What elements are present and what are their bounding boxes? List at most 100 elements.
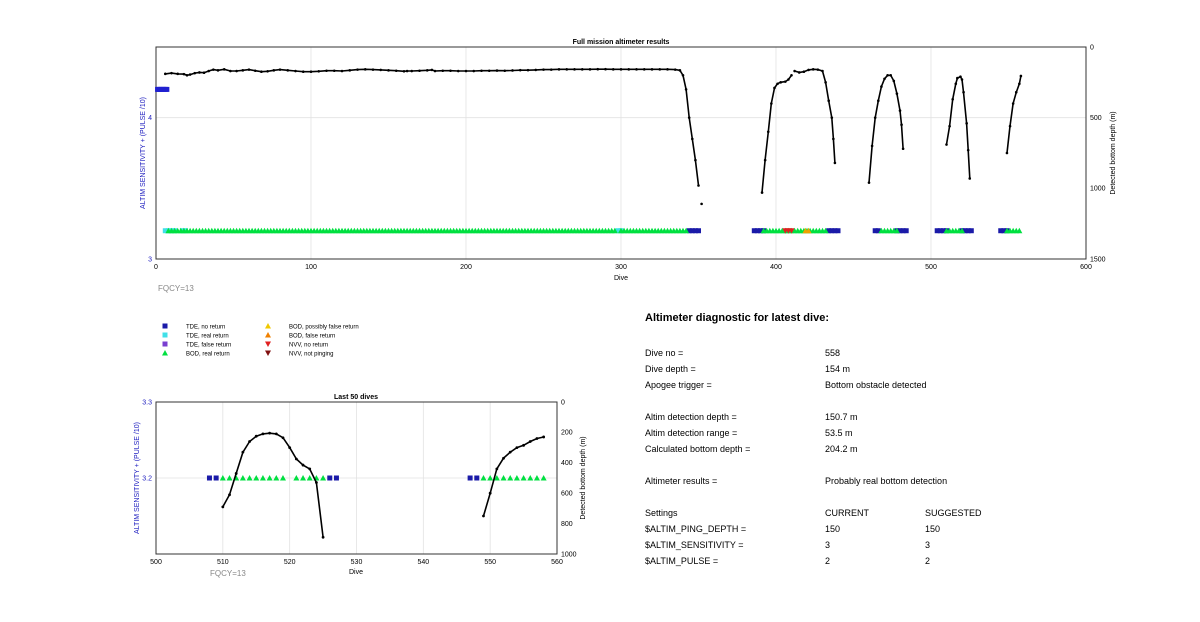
category-marker (615, 228, 621, 234)
legend-marker (162, 323, 168, 329)
depth-point (234, 472, 238, 475)
depth-point (793, 69, 796, 73)
depth-point (807, 68, 810, 72)
depth-point (294, 457, 298, 461)
depth-point (678, 69, 682, 72)
depth-point (379, 68, 383, 72)
depth-point (1018, 82, 1021, 86)
category-marker (162, 228, 168, 234)
depth-point (886, 73, 889, 77)
full-grid (156, 47, 1086, 259)
depth-point (518, 68, 522, 72)
depth-point (488, 491, 492, 495)
dive-depth-label: Dive depth = (645, 364, 696, 374)
depth-point (948, 124, 951, 128)
depth-point (325, 69, 328, 73)
full-mission-chart: 0 100 200 300 400 500 600 3 4 0 500 1000 1500 Full m… (140, 39, 1117, 293)
bod-real-return-marker (300, 475, 307, 481)
last-50-chart: 500 510 520 530 540 550 560 3.2 3.3 0 200 400 600 800… (134, 394, 587, 578)
depth-line (868, 74, 904, 183)
bod-real-return-marker (279, 475, 286, 481)
depth-point (580, 68, 584, 71)
depth-point (247, 68, 251, 71)
legend-label: BOD, real return (186, 352, 230, 358)
depth-point (522, 443, 525, 447)
legend-marker (265, 332, 271, 338)
depth-point (790, 73, 793, 77)
depth-point (892, 79, 896, 83)
category-marker (968, 228, 974, 234)
detect-depth-value: 150.7 m (825, 412, 858, 422)
bod-real-return-marker (219, 475, 226, 481)
depth-point (188, 73, 192, 76)
depth-point (867, 181, 871, 184)
category-marker (900, 228, 906, 234)
depth-point (182, 72, 186, 76)
full-marks (155, 67, 1023, 234)
depth-point (441, 69, 445, 73)
x-tick-label: 530 (351, 559, 363, 566)
depth-point (266, 70, 269, 73)
depth-point (235, 69, 238, 73)
x-tick-label: 200 (460, 264, 472, 271)
legend-marker (162, 332, 168, 338)
depth-point (687, 116, 691, 119)
category-marker (788, 228, 795, 234)
category-marker (897, 228, 903, 234)
depth-point (526, 68, 530, 72)
depth-point (627, 68, 631, 71)
depth-point (472, 69, 476, 73)
pulse-suggested: 2 (925, 556, 931, 566)
category-marker (826, 228, 832, 234)
x-tick-label: 400 (770, 264, 782, 271)
depth-point (821, 69, 824, 73)
depth-point (449, 69, 452, 73)
depth-point (883, 77, 886, 81)
y-right-tick-label: 0 (561, 399, 565, 406)
depth-point (650, 68, 654, 71)
depth-point (207, 69, 210, 73)
depth-point (176, 72, 179, 76)
y-right-tick-label: 0 (1090, 44, 1094, 51)
x-tick-label: 560 (551, 559, 563, 566)
full-ticks: 0 100 200 300 400 500 600 3 4 0 500 1000 1500 (148, 44, 1106, 271)
x-tick-label: 0 (154, 264, 158, 271)
category-marker (822, 227, 829, 234)
calc-depth-label: Calculated bottom depth = (645, 444, 751, 454)
depth-point (1008, 124, 1012, 128)
diagnostic-title: Altimeter diagnostic for latest dive: (645, 312, 829, 324)
pulse-current: 2 (825, 556, 831, 566)
depth-point (776, 82, 779, 86)
tde-no-return-marker (333, 475, 339, 481)
legend-label: BOD, false return (289, 334, 335, 340)
bod-real-return-marker (533, 475, 540, 481)
x-tick-label: 550 (484, 559, 496, 566)
depth-point (281, 436, 285, 440)
depth-point (960, 78, 964, 81)
depth-point (900, 123, 903, 127)
depth-point (830, 116, 834, 119)
depth-point (308, 467, 312, 471)
category-marker (872, 228, 878, 234)
calc-depth-value: 204.2 m (825, 444, 858, 454)
depth-line (761, 74, 793, 193)
depth-point (962, 90, 965, 94)
bod-real-return-marker (306, 475, 313, 481)
legend-marker (162, 350, 168, 356)
depth-point (901, 147, 905, 151)
depth-line (222, 432, 324, 538)
bod-real-return-marker (266, 475, 273, 481)
y-right-tick-label: 500 (1090, 115, 1102, 122)
ping-depth-label: $ALTIM_PING_DEPTH = (645, 524, 747, 534)
depth-point (309, 70, 313, 74)
category-marker (758, 228, 763, 234)
full-annotation: FQCY=13 (158, 284, 194, 293)
depth-point (228, 493, 231, 497)
category-marker (875, 228, 881, 234)
depth-point (542, 68, 545, 71)
pulse-label: $ALTIM_PULSE = (645, 556, 719, 566)
depth-point (673, 68, 677, 71)
depth-point (534, 68, 538, 72)
bod-real-return-marker (507, 475, 514, 481)
depth-point (956, 76, 959, 80)
